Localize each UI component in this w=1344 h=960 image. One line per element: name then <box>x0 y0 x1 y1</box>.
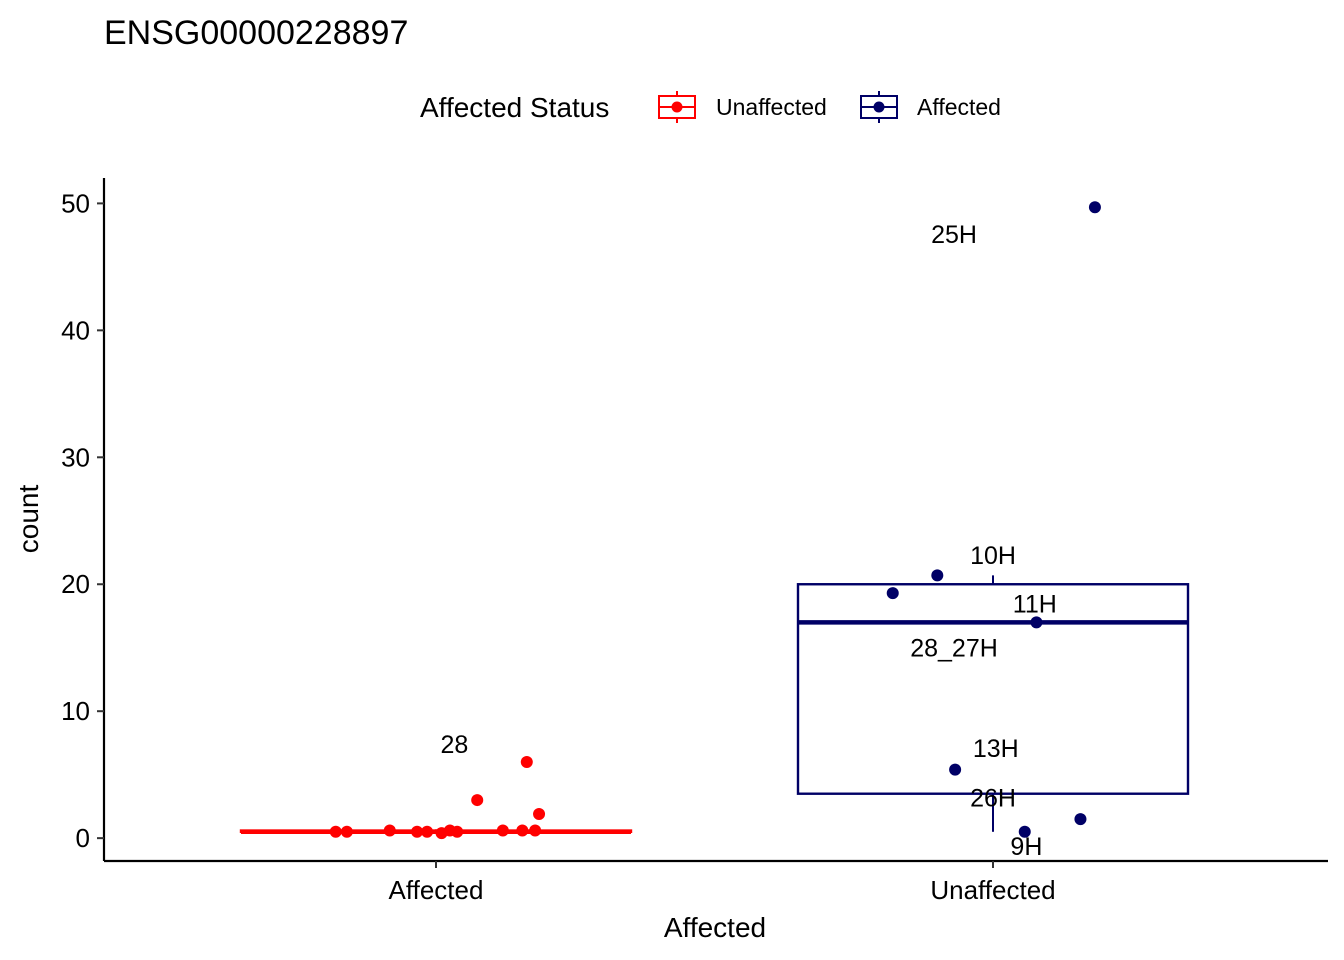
point-label: 28 <box>440 731 468 759</box>
data-point <box>931 569 944 582</box>
data-point <box>1088 201 1101 214</box>
legend-label: Affected <box>917 94 1001 120</box>
data-point <box>886 587 899 600</box>
y-tick-label: 10 <box>61 696 90 726</box>
legend-key-point <box>873 101 885 113</box>
chart-title: ENSG00000228897 <box>104 14 408 52</box>
data-point <box>1018 825 1031 838</box>
data-point <box>520 755 533 768</box>
x-tick-label: Affected <box>389 875 484 905</box>
data-point <box>533 808 546 821</box>
y-axis: 0 10 20 30 40 50 <box>61 178 106 861</box>
point-label: 26H <box>970 785 1016 813</box>
data-point <box>421 825 434 838</box>
box <box>796 583 1190 795</box>
y-tick-label: 40 <box>61 315 90 345</box>
data-point <box>516 824 529 837</box>
x-axis-title: Affected <box>664 912 766 943</box>
point-label: 28_27H <box>910 635 998 663</box>
group-affected: 28 <box>239 731 633 840</box>
point-label: 11H <box>1013 590 1057 618</box>
data-point <box>451 825 464 838</box>
plot-area: 28 25H 10H 11H 28_27H 13H 26H 9H <box>239 201 1190 861</box>
point-label: 10H <box>970 542 1016 570</box>
x-tick-label: Unaffected <box>930 875 1055 905</box>
data-point <box>1030 616 1043 629</box>
x-axis: Affected Unaffected <box>104 859 1328 905</box>
y-tick-label: 30 <box>61 442 90 472</box>
y-tick-label: 50 <box>61 188 90 218</box>
data-point <box>1074 813 1087 826</box>
legend-key-unaffected: Unaffected <box>658 91 827 123</box>
data-point <box>383 824 396 837</box>
point-label: 9H <box>1010 833 1042 861</box>
point-label: 25H <box>931 221 977 249</box>
data-point <box>471 794 484 807</box>
legend-key-affected: Affected <box>860 91 1001 123</box>
data-point <box>529 824 542 837</box>
group-unaffected: 25H 10H 11H 28_27H 13H 26H 9H <box>796 201 1190 861</box>
legend-label: Unaffected <box>716 94 827 120</box>
point-label: 13H <box>973 735 1019 763</box>
legend-keys: Unaffected Affected <box>658 91 1001 123</box>
legend: Affected Status Unaffected Affected <box>420 91 1001 123</box>
y-tick-label: 20 <box>61 569 90 599</box>
legend-title: Affected Status <box>420 92 609 123</box>
data-point <box>411 825 424 838</box>
data-point <box>329 825 342 838</box>
data-point <box>949 763 962 776</box>
data-point <box>340 825 353 838</box>
data-point <box>496 824 509 837</box>
y-tick-label: 0 <box>76 823 90 853</box>
y-axis-title: count <box>13 485 44 554</box>
legend-key-point <box>671 101 683 113</box>
